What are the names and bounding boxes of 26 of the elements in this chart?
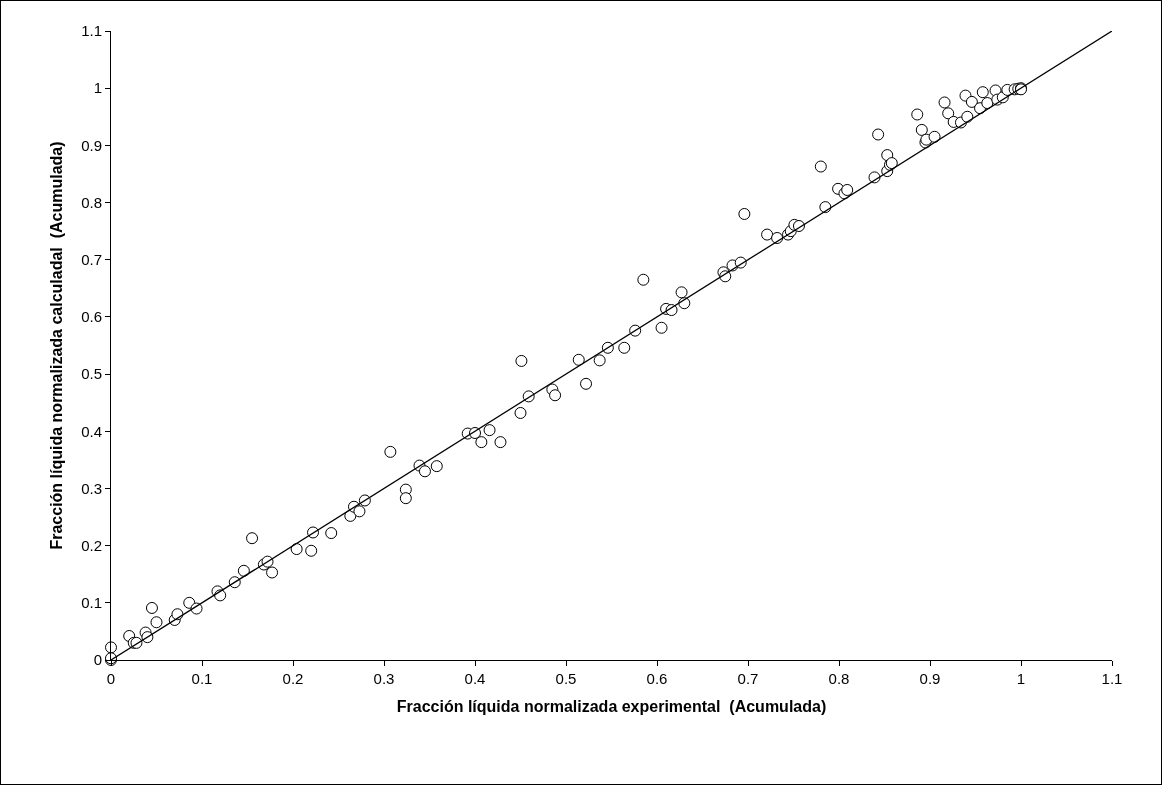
y-tick-label: 0.9 bbox=[81, 136, 102, 154]
y-tick-label: 0.8 bbox=[81, 193, 102, 211]
x-tick-label: 0 bbox=[106, 670, 116, 687]
x-tick-label: 0.4 bbox=[464, 670, 486, 687]
y-tick-label: 1.1 bbox=[81, 22, 102, 40]
y-tick-label: 0.6 bbox=[81, 308, 102, 326]
x-tick-label: 0.1 bbox=[191, 670, 213, 687]
x-tick-label: 0.6 bbox=[646, 670, 668, 687]
y-tick-label: 0.5 bbox=[81, 365, 102, 383]
x-axis-title: Fracción líquida normalizada experimental (Acumulada) bbox=[396, 697, 827, 715]
x-tick-label: 0.8 bbox=[828, 670, 850, 687]
x-tick-label: 0.7 bbox=[737, 670, 759, 687]
y-tick-label: 0 bbox=[93, 651, 102, 669]
y-tick-label: 0.4 bbox=[81, 422, 102, 440]
y-tick-label: 1 bbox=[93, 79, 102, 97]
x-tick-label: 0.9 bbox=[919, 670, 941, 687]
x-tick-label: 0.3 bbox=[373, 670, 395, 687]
x-tick-label: 1 bbox=[1016, 670, 1026, 687]
y-tick-label: 0.2 bbox=[81, 536, 102, 554]
y-axis-title: Fracción líquida normalizada calculadal (Acumulada) bbox=[48, 141, 66, 550]
y-tick-label: 0.3 bbox=[81, 479, 102, 497]
y-tick-label: 0.1 bbox=[81, 594, 102, 612]
x-tick-label: 0.2 bbox=[282, 670, 304, 687]
y-tick-label: 0.7 bbox=[81, 250, 102, 268]
x-tick-label: 0.5 bbox=[555, 670, 577, 687]
x-tick-label: 1.1 bbox=[1101, 670, 1123, 687]
